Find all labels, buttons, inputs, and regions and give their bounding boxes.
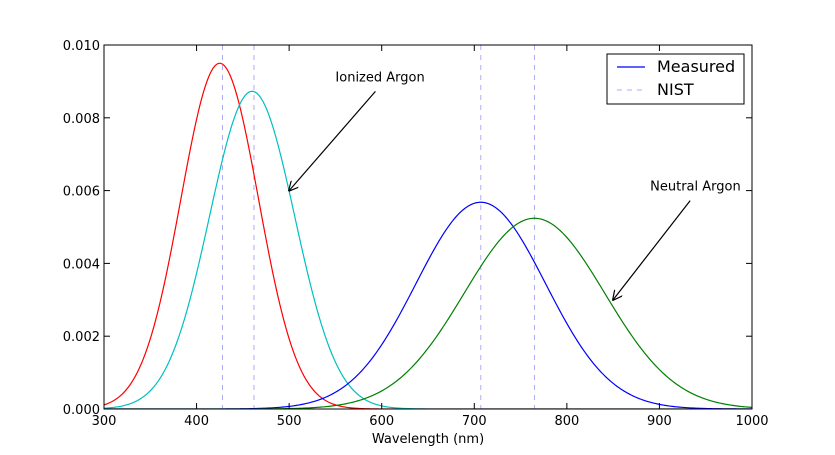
x-tick-label-1: 400: [184, 414, 209, 429]
series-lines: [104, 62, 752, 409]
annotations: Ionized Argon Neutral Argon: [289, 70, 741, 299]
legend: Measured NIST: [606, 53, 745, 105]
y-tick-label-0: 0.000: [63, 403, 100, 418]
annotation-arrow-1: [613, 200, 691, 300]
x-axis-label: Wavelength (nm): [372, 432, 484, 447]
tick-labels: 300 400 500 600 700 800 900 1000 0.000 0.002 0.004…: [63, 39, 769, 429]
annotation-text-0: Ionized Argon: [335, 70, 424, 85]
x-tick-label-7: 1000: [735, 414, 768, 429]
x-tick-label-0: 300: [92, 414, 117, 429]
y-tick-label-2: 0.004: [63, 257, 100, 272]
x-tick-label-3: 600: [369, 414, 394, 429]
legend-label-measured: Measured: [657, 57, 735, 76]
series-line-0: [104, 62, 752, 409]
series-line-1: [104, 90, 752, 409]
legend-box: [606, 53, 745, 105]
x-tick-label-6: 900: [647, 414, 672, 429]
y-tick-label-1: 0.002: [63, 330, 100, 345]
x-tick-label-4: 700: [462, 414, 487, 429]
x-tick-label-2: 500: [277, 414, 302, 429]
nist-lines: [221, 45, 535, 409]
legend-label-nist: NIST: [657, 80, 694, 99]
y-tick-label-4: 0.008: [63, 112, 100, 127]
plot-area: [103, 44, 753, 410]
annotation-text-1: Neutral Argon: [650, 180, 741, 195]
annotation-arrow-0: [289, 91, 376, 190]
axis-ticks: [103, 44, 753, 410]
y-tick-label-5: 0.010: [63, 39, 100, 54]
series-line-2: [104, 201, 752, 409]
x-tick-label-5: 800: [554, 414, 579, 429]
y-tick-label-3: 0.006: [63, 185, 100, 200]
